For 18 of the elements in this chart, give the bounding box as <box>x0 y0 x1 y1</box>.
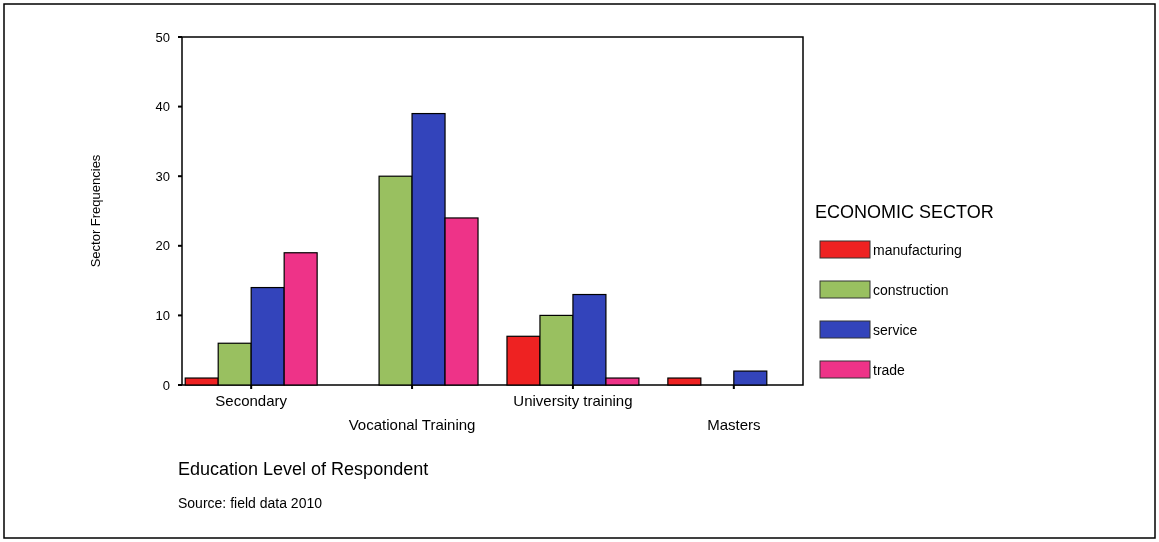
legend-label: construction <box>873 282 949 298</box>
x-tick-label: University training <box>513 392 633 409</box>
y-axis-title: Sector Frequencies <box>88 154 103 268</box>
x-tick-label: Vocational Training <box>348 416 476 433</box>
y-tick-label: 0 <box>162 377 170 393</box>
source-note: Source: field data 2010 <box>178 495 323 511</box>
legend-title: ECONOMIC SECTOR <box>815 202 994 222</box>
x-tick-label: Masters <box>707 416 761 433</box>
y-tick-label: 20 <box>155 238 170 254</box>
x-axis-title: Education Level of Respondent <box>178 459 429 479</box>
y-tick-label: 50 <box>155 29 170 45</box>
y-tick-label: 10 <box>155 307 170 323</box>
legend-label: manufacturing <box>873 242 962 258</box>
x-tick-label: Secondary <box>215 392 288 409</box>
y-tick-label: 30 <box>155 168 170 184</box>
legend-label: trade <box>873 362 906 378</box>
legend-label: service <box>873 322 918 338</box>
y-tick-label: 40 <box>155 99 170 115</box>
